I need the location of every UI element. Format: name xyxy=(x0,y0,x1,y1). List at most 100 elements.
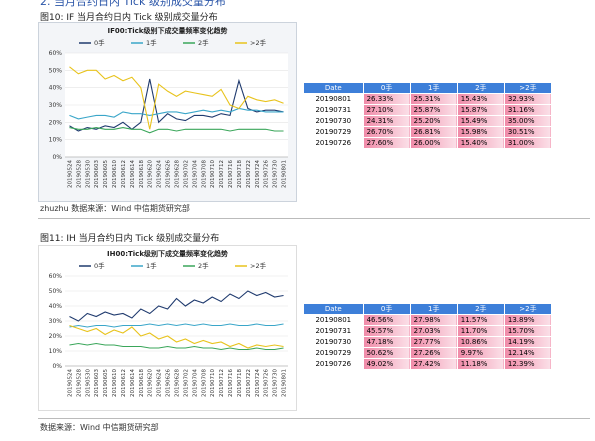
value-cell: 9.97% xyxy=(456,347,505,359)
x-tick-label: 20190612 xyxy=(121,160,127,188)
y-tick-label: 30% xyxy=(49,318,63,325)
y-tick-label: 0% xyxy=(52,154,62,161)
value-cell: 27.98% xyxy=(409,314,458,326)
x-tick-label: 20190610 xyxy=(112,369,118,397)
x-tick-label: 20190726 xyxy=(264,160,270,188)
value-cell: 15.40% xyxy=(456,137,505,149)
section-heading: 2. 当月合约日内 Tick 级别成交量分布 xyxy=(40,0,226,8)
x-tick-label: 20190712 xyxy=(219,160,225,188)
x-tick-label: 20190528 xyxy=(76,160,82,188)
date-cell: 20190731 xyxy=(303,104,364,116)
table-row: 20190726 49.02% 27.42% 11.18% 12.39% xyxy=(303,358,553,370)
value-cell: 25.31% xyxy=(409,93,458,105)
x-tick-label: 20190612 xyxy=(121,369,127,397)
x-tick-label: 20190610 xyxy=(112,160,118,188)
value-cell: 15.70% xyxy=(503,325,553,337)
x-tick-label: 20190530 xyxy=(85,369,91,397)
x-tick-label: 20190722 xyxy=(246,160,252,188)
table-row: 20190731 45.57% 27.03% 11.70% 15.70% xyxy=(303,325,553,337)
value-cell: 15.87% xyxy=(456,104,505,116)
series-line xyxy=(69,107,284,120)
date-cell: 20190731 xyxy=(303,325,364,337)
value-cell: 31.16% xyxy=(503,104,553,116)
y-tick-label: 20% xyxy=(49,119,63,126)
series-line xyxy=(69,290,284,322)
rule xyxy=(38,418,590,419)
value-cell: 27.77% xyxy=(409,336,458,348)
date-cell: 20190729 xyxy=(303,347,364,359)
legend-label: 0手 xyxy=(94,261,105,270)
value-cell: 24.31% xyxy=(362,115,411,127)
header-cell: Date xyxy=(303,303,364,315)
value-cell: 26.00% xyxy=(409,137,458,149)
x-tick-label: 20190605 xyxy=(103,369,109,397)
source-note: 数据来源：Wind 中信期货研究部 xyxy=(40,423,159,432)
x-tick-label: 20190614 xyxy=(130,160,136,188)
series-line xyxy=(69,78,284,132)
x-tick-label: 20190624 xyxy=(157,369,163,397)
value-cell: 14.19% xyxy=(503,336,553,348)
value-cell: 45.57% xyxy=(362,325,411,337)
table-row: 20190726 27.60% 26.00% 15.40% 31.00% xyxy=(303,137,553,149)
header-cell: 2手 xyxy=(456,82,505,94)
date-cell: 20190801 xyxy=(303,314,364,326)
data-table: Date 0手 1手 2手 >2手 20190801 26.33% 25.31% 15.43% 3… xyxy=(303,82,553,149)
value-cell: 30.51% xyxy=(503,126,553,138)
x-tick-label: 20190716 xyxy=(228,369,234,397)
value-cell: 27.42% xyxy=(409,358,458,370)
x-tick-label: 20190716 xyxy=(228,160,234,188)
y-tick-label: 60% xyxy=(49,273,63,280)
series-line xyxy=(69,66,284,130)
value-cell: 46.56% xyxy=(362,314,411,326)
series-line xyxy=(69,324,284,349)
x-tick-label: 20190618 xyxy=(139,160,145,188)
x-tick-label: 20190620 xyxy=(148,160,154,188)
date-cell: 20190730 xyxy=(303,115,364,127)
header-row: Date 0手 1手 2手 >2手 xyxy=(303,82,553,94)
value-cell: 15.43% xyxy=(456,93,505,105)
x-tick-label: 20190708 xyxy=(201,369,207,397)
date-cell: 20190726 xyxy=(303,358,364,370)
x-tick-label: 20190524 xyxy=(67,369,73,397)
x-tick-label: 20190730 xyxy=(273,160,279,188)
header-cell: 1手 xyxy=(409,82,458,94)
legend-label: 1手 xyxy=(146,38,157,47)
legend-label: 1手 xyxy=(146,261,157,270)
x-tick-label: 20190624 xyxy=(157,160,163,188)
figure-caption: 图11: IH 当月合约日内 Tick 级别成交量分布 xyxy=(40,234,220,244)
x-tick-label: 20190524 xyxy=(67,160,73,188)
x-tick-label: 20190710 xyxy=(210,160,216,188)
y-tick-label: 10% xyxy=(49,137,63,144)
value-cell: 11.18% xyxy=(456,358,505,370)
value-cell: 11.57% xyxy=(456,314,505,326)
table: Date 0手 1手 2手 >2手 20190801 26.33% 25.31% 15.43% 3… xyxy=(303,82,553,149)
value-cell: 32.93% xyxy=(503,93,553,105)
table-row: 20190801 26.33% 25.31% 15.43% 32.93% xyxy=(303,93,553,105)
x-tick-label: 20190628 xyxy=(175,369,181,397)
x-tick-label: 20190620 xyxy=(148,369,154,397)
header-row: Date 0手 1手 2手 >2手 xyxy=(303,303,553,315)
x-tick-label: 20190718 xyxy=(237,160,243,188)
date-cell: 20190726 xyxy=(303,137,364,149)
x-tick-label: 20190702 xyxy=(183,369,189,397)
y-tick-label: 20% xyxy=(49,333,63,340)
x-tick-label: 20190603 xyxy=(94,369,100,397)
x-tick-label: 20190626 xyxy=(166,160,172,188)
x-tick-label: 20190724 xyxy=(255,160,261,188)
legend-label: 0手 xyxy=(94,38,105,47)
date-cell: 20190729 xyxy=(303,126,364,138)
legend-label: >2手 xyxy=(250,38,267,47)
x-tick-label: 20190704 xyxy=(192,369,198,397)
date-cell: 20190801 xyxy=(303,93,364,105)
series-line xyxy=(69,126,284,134)
value-cell: 27.10% xyxy=(362,104,411,116)
table-row: 20190729 26.70% 26.81% 15.98% 30.51% xyxy=(303,126,553,138)
legend-label: >2手 xyxy=(250,261,267,270)
value-cell: 27.60% xyxy=(362,137,411,149)
value-cell: 13.89% xyxy=(503,314,553,326)
y-tick-label: 30% xyxy=(49,102,63,109)
value-cell: 27.03% xyxy=(409,325,458,337)
